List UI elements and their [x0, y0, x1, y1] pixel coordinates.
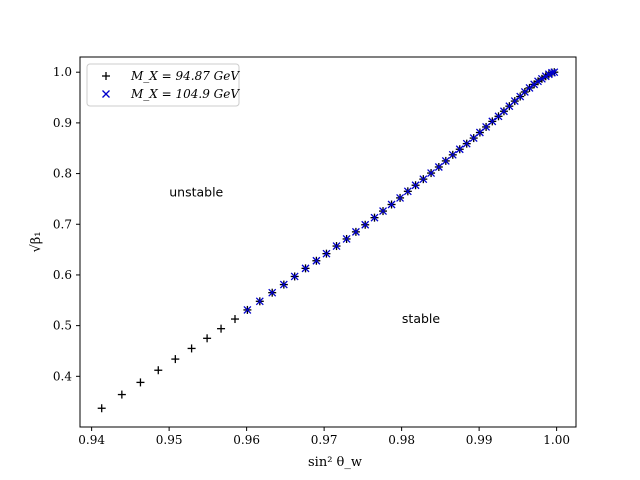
x-point [550, 68, 559, 77]
x-tick-label: 0.95 [156, 433, 183, 447]
x-point [534, 77, 542, 86]
y-tick-label: 1.0 [53, 65, 72, 79]
x-point [342, 234, 351, 243]
x-point [322, 249, 331, 258]
x-point [351, 227, 360, 236]
legend-entry-1: M_X = 104.9 GeV [102, 87, 240, 101]
x-point [434, 163, 443, 171]
x-point [279, 280, 288, 289]
x-tick-label: 0.94 [78, 433, 105, 447]
legend-marker-plus [102, 72, 110, 80]
x-point [243, 305, 252, 314]
legend-entry-0: M_X = 94.87 GeV [102, 69, 240, 83]
x-axis-label: sin² θ_w [308, 455, 362, 470]
x-point [255, 297, 264, 306]
x-tick-label: 0.98 [388, 433, 415, 447]
x-point [312, 256, 321, 265]
y-tick-label: 0.4 [53, 369, 72, 383]
plus-point [117, 390, 126, 399]
y-tick-label: 0.8 [53, 167, 72, 181]
legend-box [86, 63, 240, 107]
y-tick-label: 0.9 [53, 116, 72, 130]
annotation-stable: stable [402, 311, 440, 326]
x-point [396, 193, 405, 202]
marks-layer [97, 68, 559, 413]
x-point [462, 139, 471, 148]
y-tick-label: 0.7 [53, 217, 72, 231]
x-point [419, 175, 428, 184]
x-point [537, 74, 546, 83]
plus-point [217, 324, 226, 333]
legend-label-1: M_X = 104.9 GeV [130, 87, 240, 101]
x-point [361, 220, 370, 229]
legend-label-0: M_X = 94.87 GeV [130, 69, 240, 83]
plus-point [203, 334, 212, 343]
x-tick-label: 0.99 [466, 433, 493, 447]
series-1 [243, 68, 559, 314]
x-point [290, 272, 299, 281]
x-point [482, 122, 491, 131]
plus-point [231, 315, 239, 324]
x-point [525, 83, 534, 92]
x-point [448, 150, 457, 159]
x-tick-label: 1.00 [543, 433, 570, 447]
legend: M_X = 94.87 GeV M_X = 104.9 GeV [86, 63, 240, 107]
x-point [548, 68, 556, 77]
y-axis-label: √β₁ [29, 231, 44, 252]
x-point [488, 117, 497, 126]
x-tick-label: 0.96 [233, 433, 260, 447]
x-point [403, 187, 412, 196]
plus-point [97, 404, 106, 413]
legend-marker-x [102, 90, 110, 98]
plus-point [187, 344, 196, 353]
x-point [469, 134, 478, 143]
plus-point [154, 366, 163, 375]
x-point [427, 169, 436, 178]
annotation-unstable: unstable [169, 184, 223, 199]
x-tick-label: 0.97 [311, 433, 338, 447]
plot-frame [79, 56, 577, 428]
x-point [332, 242, 341, 251]
axes-layer: 0.94 0.95 0.96 0.97 0.98 0.99 1.00 0.4 0.5 0.6 0.7… [53, 56, 577, 447]
plus-point [171, 355, 180, 364]
x-point [301, 264, 310, 273]
x-point [475, 128, 484, 137]
x-point [411, 181, 420, 190]
y-tick-label: 0.6 [53, 268, 72, 282]
x-point [268, 288, 277, 297]
x-point [455, 145, 464, 154]
x-point [379, 207, 387, 216]
y-tick-label: 0.5 [53, 319, 72, 333]
plus-point [136, 378, 145, 387]
x-point [387, 200, 396, 209]
x-point [370, 213, 379, 222]
x-point [441, 156, 450, 165]
